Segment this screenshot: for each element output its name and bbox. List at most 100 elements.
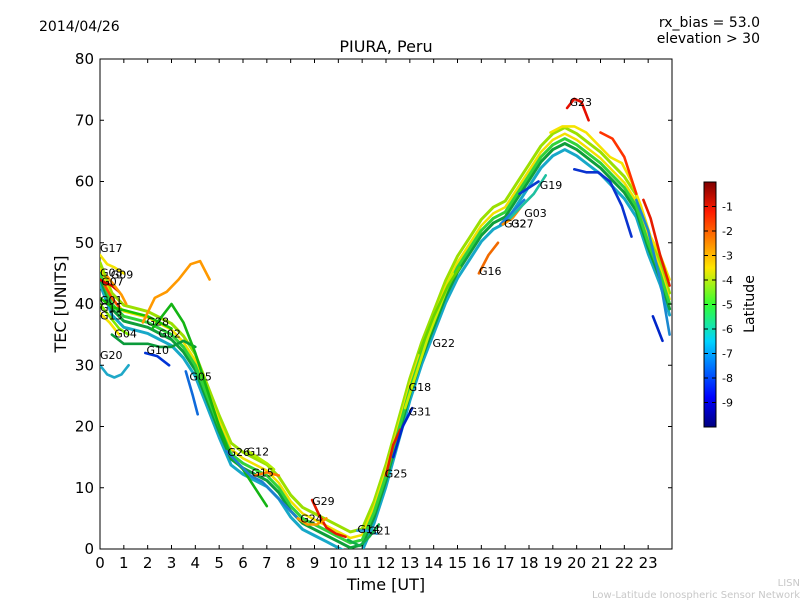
sat-label-g04: G04 [114,328,137,341]
sat-label-g11: G11 [100,301,123,314]
x-tick-label: 17 [496,554,515,572]
series-line-g17 [100,253,126,275]
colorbar-tick-label: -1 [722,201,733,214]
sat-label-g32: G32 [504,217,527,230]
x-tick-label: 1 [119,554,129,572]
sat-label-g28: G28 [146,315,169,328]
sat-label-g21: G21 [368,524,391,537]
series-line-g11 [100,302,130,336]
series-line-g24 [296,517,328,526]
x-tick-label: 23 [639,554,658,572]
colorbar-tick-label: -7 [722,348,733,361]
x-tick-label: 10 [329,554,348,572]
x-tick-label: 16 [472,554,491,572]
series-line-g34 [642,198,671,287]
series-line-g15 [253,471,281,477]
series-line-g25 [384,428,402,477]
series-line-g31 [391,406,414,459]
series-line-g23b [549,125,671,281]
y-tick-label: 70 [75,111,94,129]
sat-label-g03: G03 [524,207,547,220]
sat-label-g01: G01 [100,294,123,307]
series-line-g05 [184,370,199,416]
series-line-g36 [651,315,664,343]
sat-label-g25: G25 [385,467,408,480]
colorbar-tick-label: -9 [722,397,733,410]
x-tick-label: 13 [400,554,419,572]
series-line-g19 [518,180,540,196]
footer-lisn: LISN [778,578,800,589]
sat-label-g22: G22 [432,337,455,350]
sat-label-g16: G16 [479,265,502,278]
colorbar-tick-label: -3 [722,250,733,263]
series-line-g20 [100,364,130,379]
sat-label-g14: G14 [357,523,380,536]
chart-title: PIURA, Peru [339,37,432,56]
colorbar-label: Latitude [742,275,758,333]
sat-label-g23: G23 [570,96,593,109]
series-line-g29 [310,498,347,539]
series-line-g23 [565,97,590,122]
series-line-g21 [346,523,381,548]
x-tick-label: 3 [167,554,177,572]
sat-label-g10: G10 [146,344,169,357]
sat-label-g29: G29 [312,495,335,508]
sat-label-g20: G20 [100,349,123,362]
series-line-g04 [110,333,197,349]
x-tick-label: 0 [95,554,105,572]
x-tick-label: 22 [615,554,634,572]
x-tick-label: 5 [214,554,224,572]
colorbar-tick-label: -5 [722,299,733,312]
series-line-g22 [418,266,462,355]
x-tick-label: 21 [591,554,610,572]
series-line-g10 [144,351,171,367]
series-line-g30 [599,131,638,196]
y-tick-label: 80 [75,50,94,68]
x-tick-label: 11 [353,554,372,572]
x-tick-label: 7 [262,554,272,572]
x-tick-label: 12 [376,554,395,572]
sat-label-g31: G31 [409,405,432,418]
series-line-g07 [103,284,121,309]
x-axis-label: Time [UT] [346,575,425,594]
envelope-track [100,148,672,549]
sat-label-g27: G27 [511,217,534,230]
series-line-g12 [246,449,276,471]
x-tick-label: 19 [543,554,562,572]
x-tick-label: 18 [519,554,538,572]
series-line-g16 [477,241,500,275]
colorbar-tick-label: -6 [722,323,733,336]
colorbar-tick-label: -8 [722,372,733,385]
colorbar: -1 -2 -3 -4 -5 -6 -7 -8 -9 Latitude [703,181,758,428]
series-layer [100,97,671,548]
colorbar-tick-label: -2 [722,225,733,238]
sat-label-g12: G12 [247,445,270,458]
envelope-track [100,142,672,549]
date-label: 2014/04/26 [39,19,120,35]
colorbar-tick-label: -4 [722,274,733,287]
y-tick-label: 50 [75,234,94,252]
x-tick-label: 9 [310,554,320,572]
series-line-g27 [499,198,526,226]
y-tick-label: 40 [75,295,94,313]
y-tick-label: 60 [75,173,94,191]
x-tick-label: 20 [567,554,586,572]
sat-label-g26: G26 [228,446,251,459]
sat-label-g08: G08 [100,266,123,279]
sat-label-g24: G24 [300,513,323,526]
elevation-label: elevation > 30 [657,31,760,47]
sat-label-g02: G02 [158,328,181,341]
series-line-g13 [100,311,121,336]
series-line-g09 [105,275,128,306]
series-line-g03 [508,174,547,220]
series-line-g06 [573,168,633,238]
series-line-g26 [225,449,300,520]
series-line-g35 [635,198,671,336]
x-tick-label: 15 [448,554,467,572]
sat-label-g07: G07 [101,276,124,289]
sat-label-g18: G18 [409,381,432,394]
x-tick-label: 14 [424,554,443,572]
axis-ticks: 0 1 2 3 4 5 6 7 8 9 10 11 12 13 14 15 16 17 18 19 20 21 22 2301… [75,50,672,572]
sat-label-g19: G19 [540,179,563,192]
